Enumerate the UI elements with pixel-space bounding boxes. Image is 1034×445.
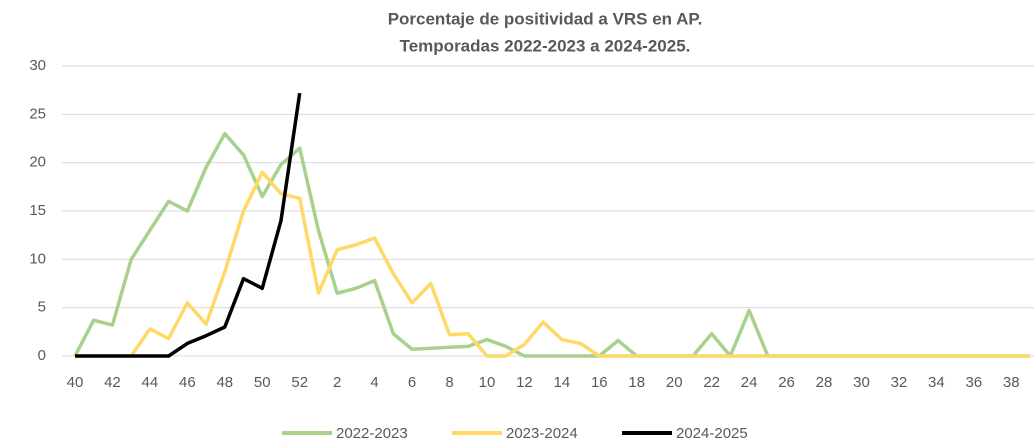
x-tick-label: 4 [370, 374, 378, 391]
x-tick-label: 6 [408, 374, 416, 391]
legend-label: 2024-2025 [676, 425, 748, 442]
chart-subtitle: Temporadas 2022-2023 a 2024-2025. [400, 36, 691, 55]
x-tick-label: 38 [1003, 374, 1020, 391]
chart-title: Porcentaje de positividad a VRS en AP. [388, 9, 703, 28]
x-tick-label: 14 [554, 374, 571, 391]
y-tick-label: 20 [29, 154, 46, 171]
x-tick-label: 50 [254, 374, 271, 391]
x-tick-label: 2 [333, 374, 341, 391]
y-tick-label: 10 [29, 250, 46, 267]
y-tick-label: 30 [29, 57, 46, 74]
y-tick-label: 15 [29, 202, 46, 219]
x-tick-label: 10 [479, 374, 496, 391]
x-tick-label: 12 [516, 374, 533, 391]
x-tick-label: 52 [291, 374, 308, 391]
x-tick-label: 20 [666, 374, 683, 391]
x-tick-label: 16 [591, 374, 608, 391]
x-tick-label: 34 [928, 374, 945, 391]
x-tick-label: 36 [965, 374, 982, 391]
x-tick-label: 28 [816, 374, 833, 391]
x-tick-label: 26 [778, 374, 795, 391]
x-tick-label: 46 [179, 374, 196, 391]
legend-label: 2023-2024 [506, 425, 578, 442]
x-tick-label: 42 [104, 374, 121, 391]
x-tick-label: 44 [142, 374, 159, 391]
x-tick-label: 18 [628, 374, 645, 391]
y-tick-label: 5 [38, 299, 46, 316]
y-tick-label: 25 [29, 105, 46, 122]
series-line [75, 170, 1030, 358]
x-tick-label: 22 [703, 374, 720, 391]
x-tick-label: 32 [891, 374, 908, 391]
series-line [75, 92, 302, 358]
x-tick-label: 8 [445, 374, 453, 391]
legend-label: 2022-2023 [336, 425, 408, 442]
x-tick-label: 24 [741, 374, 758, 391]
x-tick-label: 48 [216, 374, 233, 391]
x-tick-label: 40 [67, 374, 84, 391]
y-tick-label: 0 [38, 347, 46, 364]
x-tick-label: 30 [853, 374, 870, 391]
series-line [73, 131, 1030, 358]
